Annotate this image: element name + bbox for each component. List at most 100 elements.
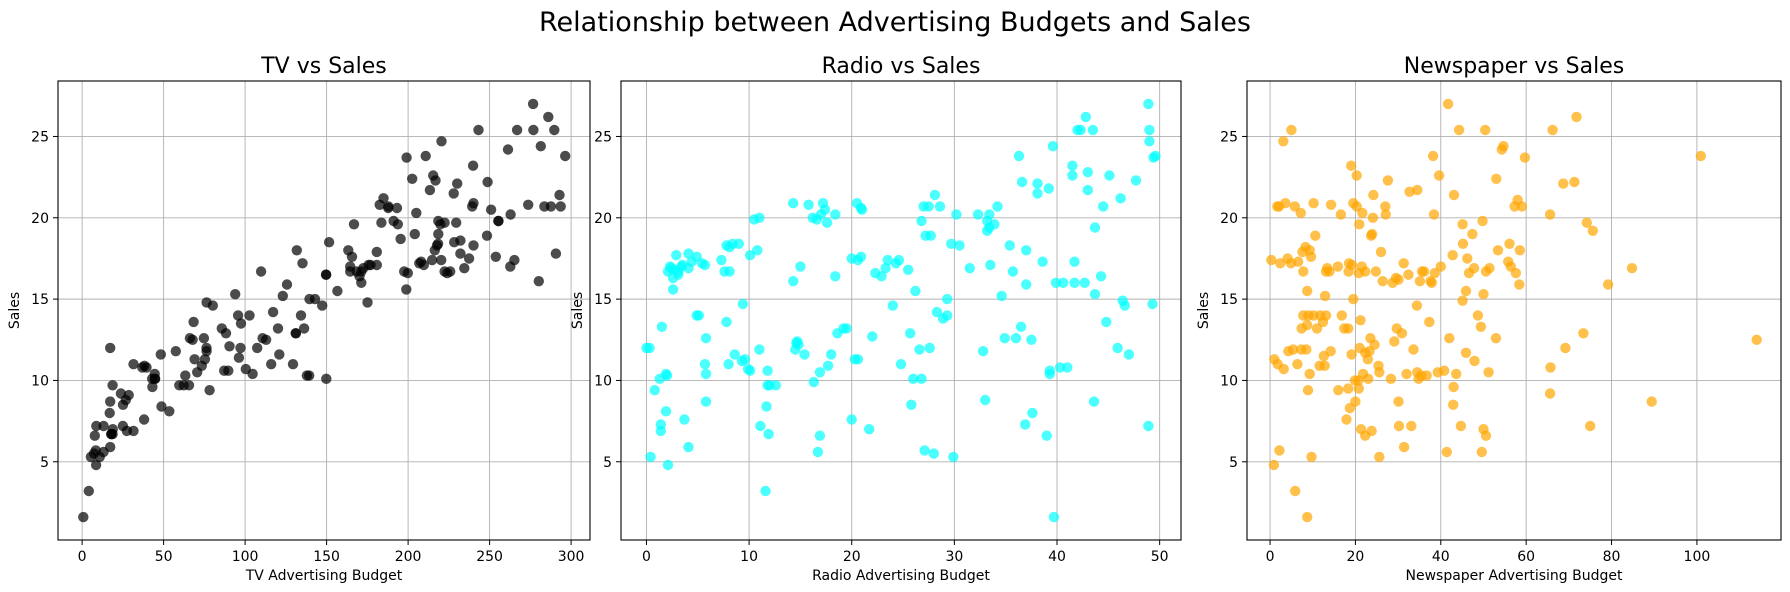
newspaper-data-point [1325, 346, 1336, 357]
newspaper-data-point [1544, 388, 1556, 399]
radio-y-tick-label: 20 [594, 211, 612, 227]
radio-data-point [1054, 362, 1066, 373]
tv-data-point [224, 341, 235, 352]
newspaper-data-point [1412, 184, 1423, 196]
tv-data-point [320, 269, 332, 280]
tv-data-point [485, 204, 497, 215]
newspaper-data-point [1469, 355, 1480, 367]
tv-data-point [105, 441, 116, 453]
newspaper-data-point [1396, 328, 1408, 339]
radio-data-point [867, 331, 878, 342]
radio-data-point [763, 428, 774, 440]
newspaper-data-point [1504, 238, 1515, 249]
radio-data-point [1004, 240, 1015, 251]
radio-data-point [852, 354, 864, 365]
tv-data-point [467, 160, 479, 171]
radio-data-point [1043, 183, 1055, 194]
radio-data-point [906, 399, 917, 410]
newspaper-data-point [1477, 215, 1488, 227]
tv-data-point [455, 248, 466, 259]
radio-data-point [1015, 321, 1027, 332]
tv-data-point [362, 297, 373, 308]
radio-data-point [856, 204, 868, 215]
radio-data-point [700, 368, 712, 380]
newspaper-data-point [1301, 344, 1312, 355]
tv-data-point [220, 328, 232, 339]
tv-data-point [332, 285, 343, 297]
radio-data-point [723, 359, 734, 370]
radio-data-point [744, 365, 756, 376]
radio-data-point [916, 373, 927, 384]
newspaper-data-point [1569, 176, 1580, 188]
radio-data-point [808, 376, 819, 388]
tv-data-point [448, 188, 459, 199]
radio-data-point [887, 300, 898, 311]
radio-data-point [729, 349, 740, 360]
tv-x-tick-label: 0 [78, 549, 87, 565]
newspaper-data-point [1302, 511, 1313, 523]
radio-data-point [1123, 349, 1135, 360]
newspaper-data-point [1406, 420, 1417, 432]
radio-data-point [951, 209, 962, 220]
newspaper-data-point [1544, 209, 1556, 220]
tv-data-point [445, 266, 456, 277]
radio-data-point [739, 354, 751, 365]
tv-data-point [345, 266, 356, 277]
radio-data-point [1037, 256, 1048, 267]
tv-data-point [187, 334, 198, 345]
newspaper-data-point [1268, 459, 1280, 471]
newspaper-axes-frame [1246, 80, 1782, 541]
newspaper-data-point [1514, 245, 1526, 256]
newspaper-data-point [1435, 261, 1447, 272]
tv-data-point [356, 277, 367, 288]
tv-x-tick-label: 300 [558, 549, 585, 565]
tv-data-point [451, 217, 462, 228]
newspaper-data-point [1278, 363, 1289, 375]
tv-chart-title: TV vs Sales [260, 54, 387, 79]
newspaper-y-tick-label: 20 [1220, 211, 1238, 227]
newspaper-data-point [1355, 315, 1366, 326]
radio-data-point [1089, 289, 1101, 300]
radio-points [641, 98, 1161, 523]
tv-data-point [455, 235, 466, 246]
tv-data-point [78, 511, 89, 523]
newspaper-data-point [1398, 441, 1410, 453]
tv-data-point [272, 323, 284, 334]
newspaper-data-point [1310, 230, 1321, 241]
tv-data-point [295, 310, 307, 321]
radio-data-point [846, 414, 857, 425]
newspaper-data-point [1547, 124, 1558, 136]
newspaper-data-point [1476, 446, 1488, 458]
newspaper-data-point [1514, 279, 1525, 290]
tv-data-point [104, 407, 115, 419]
radio-data-point [910, 285, 921, 297]
newspaper-data-point [1333, 385, 1344, 396]
newspaper-data-point [1602, 279, 1614, 290]
newspaper-data-point [1483, 367, 1494, 378]
newspaper-points [1266, 98, 1762, 523]
newspaper-data-point [1377, 276, 1388, 287]
tv-data-point [321, 373, 332, 384]
radio-data-point [660, 406, 672, 417]
newspaper-data-point [1393, 396, 1404, 407]
radio-data-point [841, 323, 852, 334]
tv-data-point [549, 124, 560, 136]
radio-data-point [1050, 277, 1062, 288]
tv-data-point [433, 228, 444, 240]
radio-data-point [1144, 136, 1155, 147]
radio-data-point [964, 263, 975, 274]
tv-data-point [505, 209, 516, 220]
newspaper-data-point [1290, 485, 1301, 497]
tv-data-point [235, 318, 247, 329]
newspaper-data-point [1302, 319, 1313, 331]
radio-x-tick-label: 10 [740, 549, 758, 565]
tv-data-point [290, 328, 301, 339]
newspaper-y-tick-label: 25 [1220, 129, 1238, 145]
newspaper-x-tick-label: 100 [1684, 549, 1711, 565]
newspaper-data-point [1346, 349, 1357, 360]
radio-x-tick-label: 50 [1151, 549, 1169, 565]
newspaper-data-point [1695, 150, 1707, 162]
newspaper-data-point [1325, 199, 1337, 210]
tv-data-point [180, 370, 191, 381]
newspaper-data-point [1362, 354, 1374, 365]
